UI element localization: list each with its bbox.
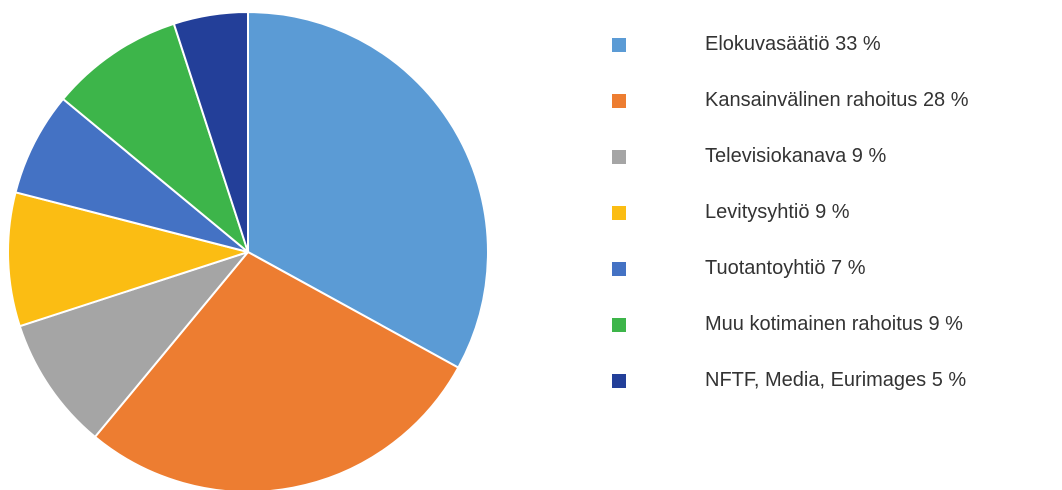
legend-category: Elokuvasäätiö (705, 33, 830, 55)
legend-swatch (612, 374, 626, 388)
legend-label: NFTF, Media, Eurimages 5 % (705, 369, 966, 391)
legend-value: 9 % (815, 201, 850, 223)
legend-value: 28 % (923, 89, 969, 111)
legend-swatch (612, 318, 626, 332)
legend-value: 9 % (928, 313, 963, 335)
legend-label: Tuotantoyhtiö 7 % (705, 257, 866, 279)
pie-slice (172, 11, 249, 253)
pie-slice (14, 98, 249, 253)
pie-slice (18, 251, 249, 438)
legend-value: 33 % (835, 33, 881, 55)
pie-slice (94, 251, 460, 490)
legend-swatch (612, 150, 626, 164)
legend-category: NFTF, Media, Eurimages (705, 369, 926, 391)
legend-label: Televisiokanava 9 % (705, 145, 886, 167)
legend-label: Levitysyhtiö 9 % (705, 201, 850, 223)
legend-value: 7 % (831, 257, 866, 279)
legend-swatch (612, 262, 626, 276)
legend-category: Kansainvälinen rahoitus (705, 89, 917, 111)
legend-label: Muu kotimainen rahoitus 9 % (705, 313, 963, 335)
legend-category: Tuotantoyhtiö (705, 257, 825, 279)
legend-category: Televisiokanava (705, 145, 847, 167)
legend-label: Kansainvälinen rahoitus 28 % (705, 89, 969, 111)
legend-category: Muu kotimainen rahoitus (705, 313, 923, 335)
legend-value: 5 % (932, 369, 967, 391)
pie-slice (7, 191, 249, 328)
legend-label: Elokuvasäätiö 33 % (705, 33, 881, 55)
legend-value: 9 % (852, 145, 887, 167)
legend-swatch (612, 94, 626, 108)
legend-swatch (612, 38, 626, 52)
legend-swatch (612, 206, 626, 220)
pie-slice (62, 22, 249, 253)
pie-slice (247, 11, 489, 369)
legend-category: Levitysyhtiö (705, 201, 810, 223)
